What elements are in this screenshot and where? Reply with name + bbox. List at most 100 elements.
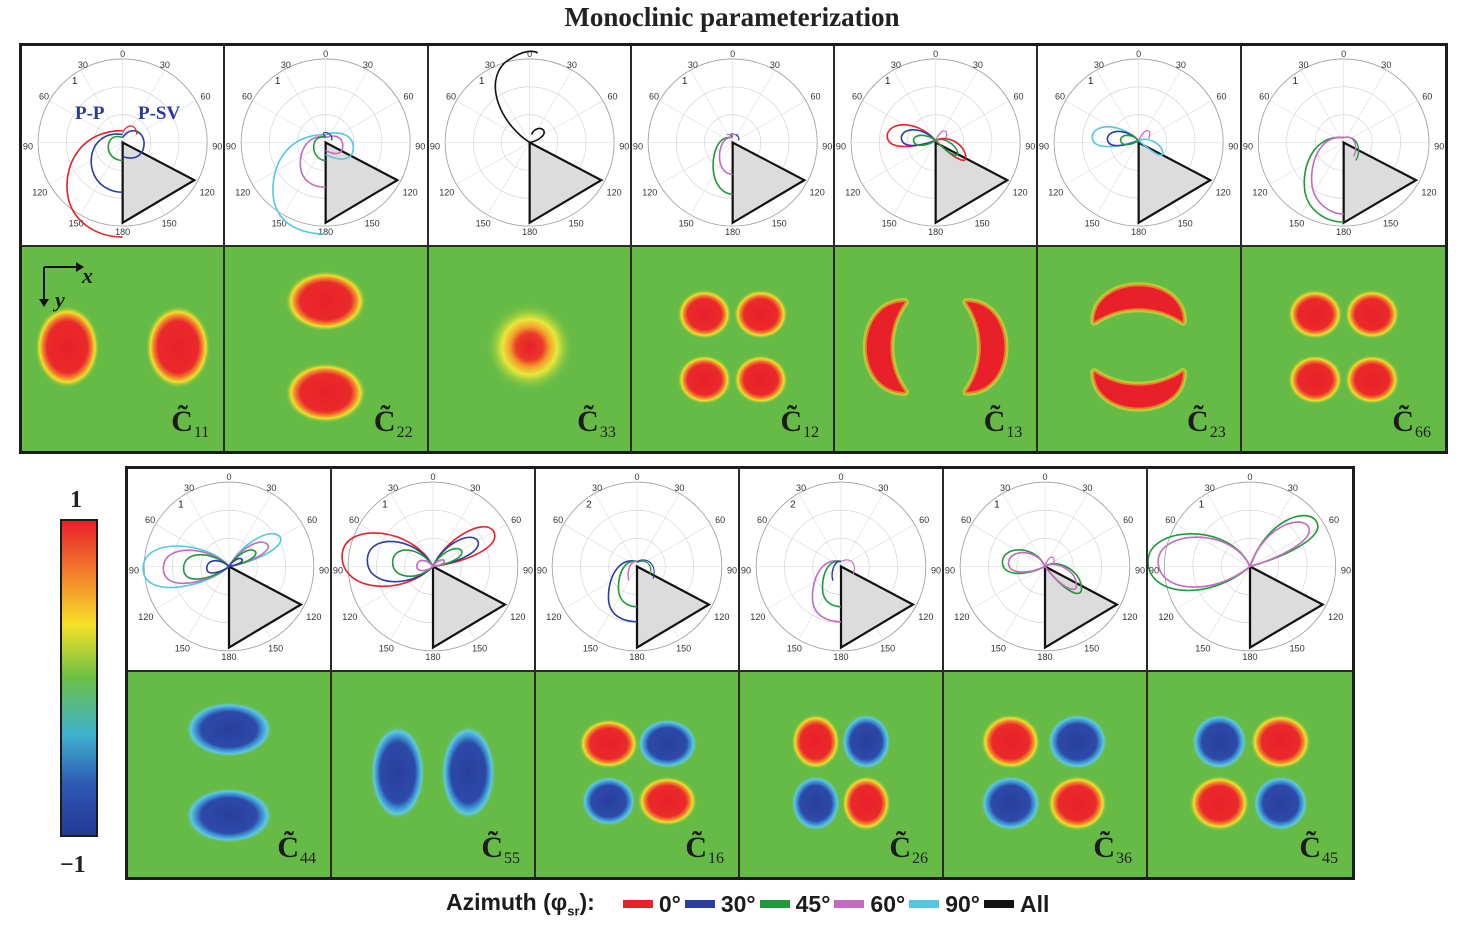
anomaly-blob — [578, 718, 639, 769]
polar-angle-label: 180 — [221, 652, 236, 662]
radiation-curve-blue — [366, 536, 480, 583]
polar-spoke — [636, 493, 680, 567]
polar-spoke — [1249, 493, 1294, 567]
polar-spoke — [80, 142, 123, 216]
polar-angle-label: 180 — [115, 227, 130, 237]
polar-angle-label: 150 — [991, 643, 1006, 653]
polar-angle-label: 0 — [634, 472, 639, 482]
polar-angle-label: 60 — [607, 92, 617, 102]
polar-angle-label: 0 — [323, 49, 328, 59]
radiation-curve-magenta — [840, 559, 855, 575]
legend-item: 90° — [909, 891, 982, 918]
sensitivity-map — [791, 714, 891, 831]
polar-spoke — [659, 142, 733, 185]
acquisition-wedge — [528, 140, 604, 225]
polar-spoke — [529, 100, 603, 143]
polar-plot: 0 30 30 60 60 90 90 120 120 150 150 180 1 — [129, 472, 329, 662]
acquisition-wedge — [324, 140, 400, 225]
radiation-curve-magenta — [325, 135, 344, 155]
polar-angle-label: 180 — [725, 227, 740, 237]
polar-scale-label: 1 — [1088, 76, 1094, 87]
polar-angle-label: 60 — [242, 92, 252, 102]
legend-item: 30° — [684, 890, 758, 918]
radiation-curve-green — [712, 136, 733, 196]
polar-spoke — [1044, 524, 1119, 567]
radiation-curve-magenta — [1044, 556, 1055, 567]
radiation-curve-blue — [831, 560, 842, 581]
polar-scale-label: 1 — [275, 76, 281, 87]
polar-angle-label: 150 — [1178, 219, 1193, 229]
radiation-curve-blue — [205, 557, 244, 574]
radiation-curve-magenta — [1138, 129, 1151, 141]
sensitivity-map — [1287, 289, 1400, 405]
polar-panel-c44: 0 30 30 60 60 90 90 120 120 150 150 180 1 — [128, 469, 332, 672]
polar-panel-c16: 0 30 30 60 60 90 90 120 120 150 150 180 2 — [536, 469, 740, 672]
top-panel-group: 0 30 30 60 60 90 90 120 120 150 150 180 1 P-P P-SV 0 30 3… — [19, 43, 1448, 454]
polar-spoke — [390, 493, 434, 567]
polar-spoke — [359, 566, 434, 609]
polar-angle-label: 120 — [32, 188, 47, 198]
polar-angle-label: 150 — [568, 219, 583, 229]
anomaly-blob — [285, 270, 367, 332]
polar-angle-label: 30 — [1298, 60, 1308, 70]
legend-label: 30° — [720, 890, 756, 917]
legend-label: All — [1019, 890, 1050, 917]
polar-angle-label: 0 — [430, 472, 435, 482]
radiation-curve-magenta — [1310, 136, 1344, 215]
anomaly-blob — [1344, 289, 1400, 340]
polar-spoke — [840, 493, 884, 567]
polar-angle-label: 60 — [1165, 515, 1175, 525]
colorbar — [60, 519, 98, 837]
coefficient-label: C̃33 — [577, 405, 616, 441]
radiation-curve-green — [912, 134, 937, 147]
legend-item: 60° — [834, 891, 907, 918]
radiation-curve-magenta — [718, 136, 733, 176]
radiation-curve-blue — [90, 133, 123, 194]
polar-spoke — [325, 100, 400, 143]
radiation-curve-red — [66, 129, 123, 238]
polar-angle-label: 30 — [1205, 483, 1215, 493]
polar-angle-label: 150 — [771, 219, 786, 229]
anomaly-blob — [1287, 289, 1343, 340]
polar-spoke — [1002, 493, 1046, 567]
polar-spoke — [1343, 70, 1387, 143]
anomaly-blob — [677, 354, 732, 405]
polar-scale-label: 1 — [1199, 499, 1205, 510]
map-panel-c45: C̃45 — [1148, 672, 1352, 877]
polar-spoke — [1044, 493, 1088, 567]
polar-angle-label: 150 — [472, 643, 487, 653]
anomaly-blob — [677, 289, 732, 340]
polar-angle-label: 0 — [933, 49, 938, 59]
sensitivity-map — [980, 714, 1108, 831]
anomaly-blob — [185, 701, 273, 758]
polar-panel-c23: 0 30 30 60 60 90 90 120 120 150 150 180 1 — [1038, 46, 1242, 247]
polar-angle-label: 120 — [342, 612, 357, 622]
polar-angle-label: 60 — [553, 515, 563, 525]
axis-arrowhead — [76, 262, 84, 272]
radiation-curve-blue — [121, 130, 145, 159]
legend-swatch — [622, 900, 653, 908]
anomaly-blob — [1094, 286, 1184, 322]
polar-panel-c45: 0 30 30 60 60 90 90 120 120 150 150 180 1 — [1148, 469, 1352, 672]
polar-angle-label: 90 — [23, 142, 33, 152]
polar-scale-label: 1 — [1292, 76, 1298, 87]
radiation-curve-green — [1148, 514, 1319, 592]
polar-angle-label: 60 — [511, 515, 521, 525]
radiation-curve-magenta — [1007, 551, 1078, 591]
x-axis-label: x — [82, 263, 93, 288]
anomaly-blob — [581, 776, 636, 827]
polar-angle-label: 150 — [975, 219, 990, 229]
polar-angle-label: 30 — [1381, 60, 1391, 70]
polar-angle-label: 60 — [404, 92, 414, 102]
polar-plot: 0 30 30 60 60 90 90 120 120 150 150 180 1 — [633, 49, 832, 237]
map-panel-c36: C̃36 — [944, 672, 1148, 877]
anomaly-blob — [1047, 714, 1108, 770]
anomaly-blob — [1253, 775, 1309, 831]
coefficient-label: C̃26 — [889, 831, 928, 867]
legend-items: 0° 30° 45° 60° 90° All — [622, 890, 1054, 918]
polar-angle-label: 60 — [1422, 92, 1432, 102]
acquisition-wedge — [227, 564, 304, 650]
anomaly-blob — [1047, 775, 1108, 831]
polar-angle-label: 30 — [1000, 483, 1010, 493]
anomaly-blob — [185, 787, 273, 844]
